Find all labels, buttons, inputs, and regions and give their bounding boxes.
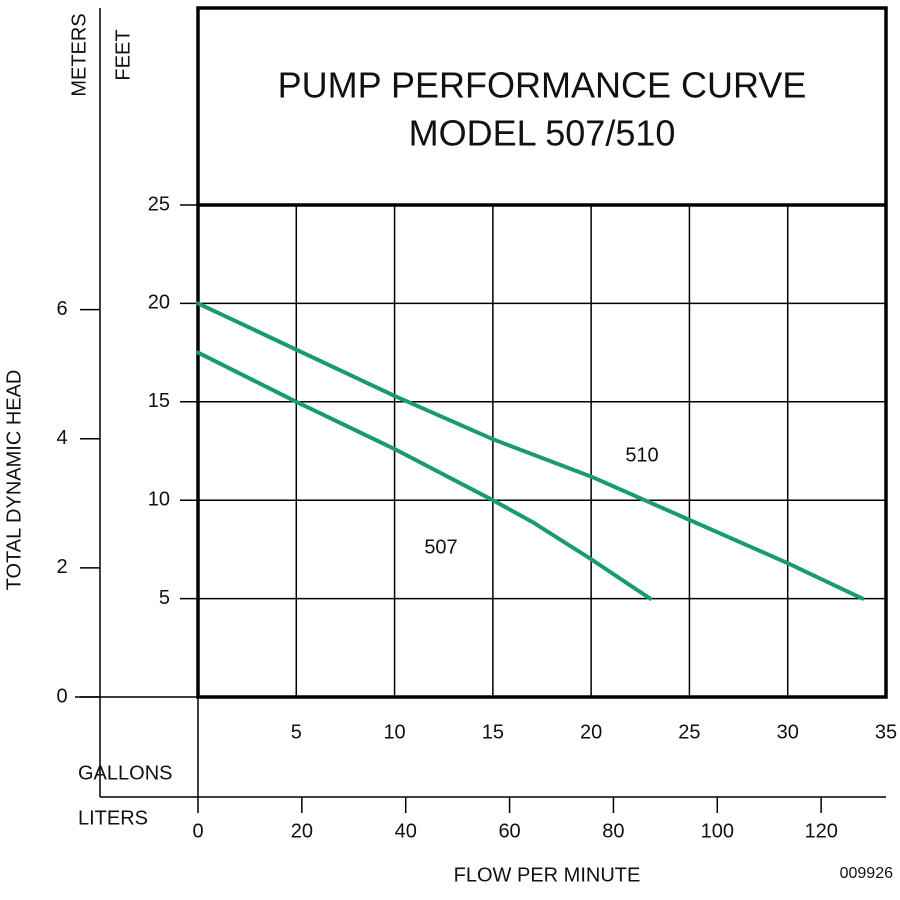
y2-unit-label: METERS (68, 13, 90, 96)
y-unit-label: FEET (112, 29, 134, 80)
x-tick-label: 5 (291, 721, 302, 743)
x-unit-label: GALLONS (78, 762, 172, 784)
y2-tick-label: 0 (56, 685, 67, 707)
series-label: 510 (625, 444, 658, 466)
x-tick-label: 35 (875, 721, 897, 743)
series-line (196, 301, 865, 601)
x-tick-label: 20 (580, 721, 602, 743)
y-tick-label: 20 (148, 292, 170, 314)
x2-tick-label: 40 (395, 820, 417, 842)
x2-tick-label: 60 (498, 820, 520, 842)
y-tick-label: 10 (148, 488, 170, 510)
x-tick-label: 15 (482, 721, 504, 743)
series-label: 507 (424, 536, 457, 558)
x2-tick-label: 0 (192, 820, 203, 842)
chart-title: PUMP PERFORMANCE CURVE (278, 65, 807, 106)
y-axis-title: TOTAL DYNAMIC HEAD (3, 370, 25, 591)
x-tick-label: 30 (777, 721, 799, 743)
chart-subtitle: MODEL 507/510 (409, 113, 676, 154)
y-tick-label: 25 (148, 193, 170, 215)
figure-code: 009926 (840, 865, 893, 882)
y2-tick-label: 4 (56, 427, 67, 449)
x2-unit-label: LITERS (78, 807, 148, 829)
x2-tick-label: 120 (804, 820, 837, 842)
y-tick-label: 15 (148, 390, 170, 412)
x-tick-label: 25 (678, 721, 700, 743)
x-axis-title: FLOW PER MINUTE (454, 864, 641, 886)
y2-tick-label: 6 (56, 298, 67, 320)
x2-tick-label: 100 (701, 820, 734, 842)
y2-tick-label: 2 (56, 556, 67, 578)
x2-tick-label: 80 (602, 820, 624, 842)
series-line (196, 350, 653, 601)
x2-tick-label: 20 (291, 820, 313, 842)
x-tick-label: 10 (383, 721, 405, 743)
y-tick-label: 5 (159, 587, 170, 609)
